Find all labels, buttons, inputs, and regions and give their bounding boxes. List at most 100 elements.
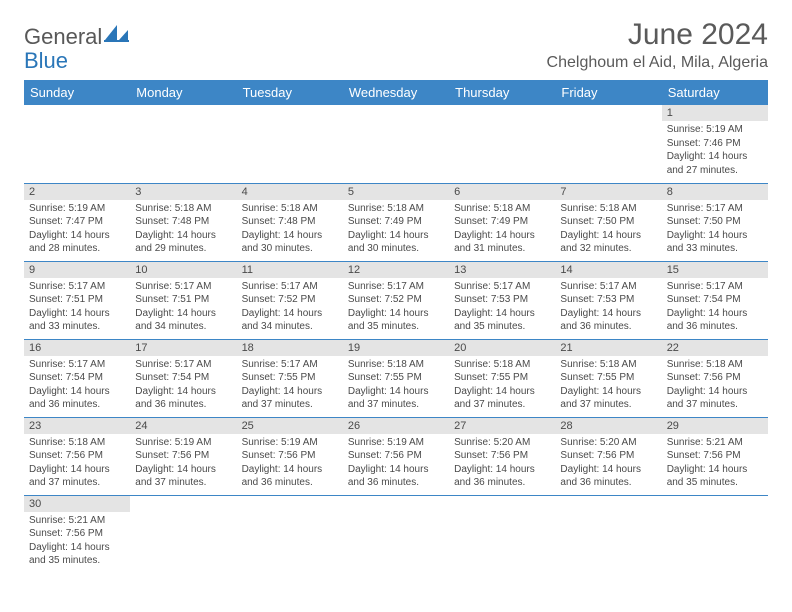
day-info: Sunrise: 5:21 AMSunset: 7:56 PMDaylight:…: [24, 512, 130, 572]
logo-text-blue: Blue: [24, 48, 68, 73]
calendar-week-row: 1Sunrise: 5:19 AMSunset: 7:46 PMDaylight…: [24, 105, 768, 183]
day-info: Sunrise: 5:17 AMSunset: 7:52 PMDaylight:…: [343, 278, 449, 338]
day-info: Sunrise: 5:19 AMSunset: 7:56 PMDaylight:…: [130, 434, 236, 494]
calendar-week-row: 16Sunrise: 5:17 AMSunset: 7:54 PMDayligh…: [24, 339, 768, 417]
day-number: 18: [237, 340, 343, 356]
day-info: Sunrise: 5:18 AMSunset: 7:55 PMDaylight:…: [449, 356, 555, 416]
title-block: June 2024 Chelghoum el Aid, Mila, Algeri…: [547, 18, 768, 72]
day-number: 26: [343, 418, 449, 434]
calendar-empty-cell: [662, 495, 768, 573]
day-number: 28: [555, 418, 661, 434]
calendar-empty-cell: [237, 495, 343, 573]
calendar-empty-cell: [24, 105, 130, 183]
calendar-week-row: 9Sunrise: 5:17 AMSunset: 7:51 PMDaylight…: [24, 261, 768, 339]
calendar-table: SundayMondayTuesdayWednesdayThursdayFrid…: [24, 80, 768, 573]
logo: General: [24, 24, 130, 50]
weekday-header: Wednesday: [343, 80, 449, 105]
calendar-empty-cell: [449, 495, 555, 573]
day-number: 29: [662, 418, 768, 434]
day-number: 22: [662, 340, 768, 356]
day-info: Sunrise: 5:17 AMSunset: 7:54 PMDaylight:…: [130, 356, 236, 416]
day-number: 14: [555, 262, 661, 278]
calendar-empty-cell: [237, 105, 343, 183]
day-info: Sunrise: 5:20 AMSunset: 7:56 PMDaylight:…: [449, 434, 555, 494]
calendar-day-cell: 12Sunrise: 5:17 AMSunset: 7:52 PMDayligh…: [343, 261, 449, 339]
calendar-day-cell: 8Sunrise: 5:17 AMSunset: 7:50 PMDaylight…: [662, 183, 768, 261]
day-number: 8: [662, 184, 768, 200]
day-number: 1: [662, 105, 768, 121]
weekday-header: Sunday: [24, 80, 130, 105]
calendar-day-cell: 18Sunrise: 5:17 AMSunset: 7:55 PMDayligh…: [237, 339, 343, 417]
calendar-day-cell: 14Sunrise: 5:17 AMSunset: 7:53 PMDayligh…: [555, 261, 661, 339]
calendar-week-row: 2Sunrise: 5:19 AMSunset: 7:47 PMDaylight…: [24, 183, 768, 261]
calendar-day-cell: 23Sunrise: 5:18 AMSunset: 7:56 PMDayligh…: [24, 417, 130, 495]
calendar-week-row: 30Sunrise: 5:21 AMSunset: 7:56 PMDayligh…: [24, 495, 768, 573]
location-text: Chelghoum el Aid, Mila, Algeria: [547, 54, 768, 72]
calendar-empty-cell: [343, 495, 449, 573]
day-number: 6: [449, 184, 555, 200]
weekday-header: Saturday: [662, 80, 768, 105]
calendar-empty-cell: [343, 105, 449, 183]
day-info: Sunrise: 5:17 AMSunset: 7:51 PMDaylight:…: [24, 278, 130, 338]
day-info: Sunrise: 5:17 AMSunset: 7:52 PMDaylight:…: [237, 278, 343, 338]
calendar-day-cell: 9Sunrise: 5:17 AMSunset: 7:51 PMDaylight…: [24, 261, 130, 339]
day-number: 12: [343, 262, 449, 278]
day-number: 10: [130, 262, 236, 278]
day-number: 19: [343, 340, 449, 356]
day-number: 20: [449, 340, 555, 356]
day-info: Sunrise: 5:17 AMSunset: 7:54 PMDaylight:…: [24, 356, 130, 416]
day-number: 21: [555, 340, 661, 356]
calendar-day-cell: 20Sunrise: 5:18 AMSunset: 7:55 PMDayligh…: [449, 339, 555, 417]
calendar-body: 1Sunrise: 5:19 AMSunset: 7:46 PMDaylight…: [24, 105, 768, 573]
day-info: Sunrise: 5:17 AMSunset: 7:54 PMDaylight:…: [662, 278, 768, 338]
calendar-day-cell: 13Sunrise: 5:17 AMSunset: 7:53 PMDayligh…: [449, 261, 555, 339]
day-info: Sunrise: 5:17 AMSunset: 7:55 PMDaylight:…: [237, 356, 343, 416]
day-info: Sunrise: 5:19 AMSunset: 7:47 PMDaylight:…: [24, 200, 130, 260]
day-number: 16: [24, 340, 130, 356]
day-number: 17: [130, 340, 236, 356]
weekday-header: Thursday: [449, 80, 555, 105]
day-number: 30: [24, 496, 130, 512]
day-info: Sunrise: 5:17 AMSunset: 7:53 PMDaylight:…: [555, 278, 661, 338]
header: General June 2024 Chelghoum el Aid, Mila…: [24, 18, 768, 72]
calendar-day-cell: 1Sunrise: 5:19 AMSunset: 7:46 PMDaylight…: [662, 105, 768, 183]
calendar-day-cell: 3Sunrise: 5:18 AMSunset: 7:48 PMDaylight…: [130, 183, 236, 261]
calendar-day-cell: 2Sunrise: 5:19 AMSunset: 7:47 PMDaylight…: [24, 183, 130, 261]
calendar-empty-cell: [555, 105, 661, 183]
day-info: Sunrise: 5:18 AMSunset: 7:50 PMDaylight:…: [555, 200, 661, 260]
calendar-day-cell: 5Sunrise: 5:18 AMSunset: 7:49 PMDaylight…: [343, 183, 449, 261]
day-number: 4: [237, 184, 343, 200]
day-number: 2: [24, 184, 130, 200]
day-number: 24: [130, 418, 236, 434]
weekday-header-row: SundayMondayTuesdayWednesdayThursdayFrid…: [24, 80, 768, 105]
day-info: Sunrise: 5:21 AMSunset: 7:56 PMDaylight:…: [662, 434, 768, 494]
day-info: Sunrise: 5:17 AMSunset: 7:50 PMDaylight:…: [662, 200, 768, 260]
day-number: 11: [237, 262, 343, 278]
day-number: 27: [449, 418, 555, 434]
day-info: Sunrise: 5:18 AMSunset: 7:55 PMDaylight:…: [555, 356, 661, 416]
day-info: Sunrise: 5:18 AMSunset: 7:48 PMDaylight:…: [237, 200, 343, 260]
calendar-empty-cell: [130, 495, 236, 573]
logo-text-general: General: [24, 24, 102, 50]
day-number: 23: [24, 418, 130, 434]
day-info: Sunrise: 5:18 AMSunset: 7:56 PMDaylight:…: [24, 434, 130, 494]
calendar-empty-cell: [555, 495, 661, 573]
calendar-day-cell: 19Sunrise: 5:18 AMSunset: 7:55 PMDayligh…: [343, 339, 449, 417]
calendar-day-cell: 4Sunrise: 5:18 AMSunset: 7:48 PMDaylight…: [237, 183, 343, 261]
weekday-header: Friday: [555, 80, 661, 105]
calendar-day-cell: 30Sunrise: 5:21 AMSunset: 7:56 PMDayligh…: [24, 495, 130, 573]
calendar-day-cell: 24Sunrise: 5:19 AMSunset: 7:56 PMDayligh…: [130, 417, 236, 495]
calendar-day-cell: 25Sunrise: 5:19 AMSunset: 7:56 PMDayligh…: [237, 417, 343, 495]
day-number: 3: [130, 184, 236, 200]
calendar-day-cell: 11Sunrise: 5:17 AMSunset: 7:52 PMDayligh…: [237, 261, 343, 339]
day-info: Sunrise: 5:18 AMSunset: 7:49 PMDaylight:…: [449, 200, 555, 260]
calendar-week-row: 23Sunrise: 5:18 AMSunset: 7:56 PMDayligh…: [24, 417, 768, 495]
calendar-empty-cell: [130, 105, 236, 183]
day-info: Sunrise: 5:18 AMSunset: 7:48 PMDaylight:…: [130, 200, 236, 260]
calendar-day-cell: 28Sunrise: 5:20 AMSunset: 7:56 PMDayligh…: [555, 417, 661, 495]
day-number: 15: [662, 262, 768, 278]
month-title: June 2024: [547, 18, 768, 52]
calendar-day-cell: 17Sunrise: 5:17 AMSunset: 7:54 PMDayligh…: [130, 339, 236, 417]
day-number: 13: [449, 262, 555, 278]
calendar-day-cell: 6Sunrise: 5:18 AMSunset: 7:49 PMDaylight…: [449, 183, 555, 261]
